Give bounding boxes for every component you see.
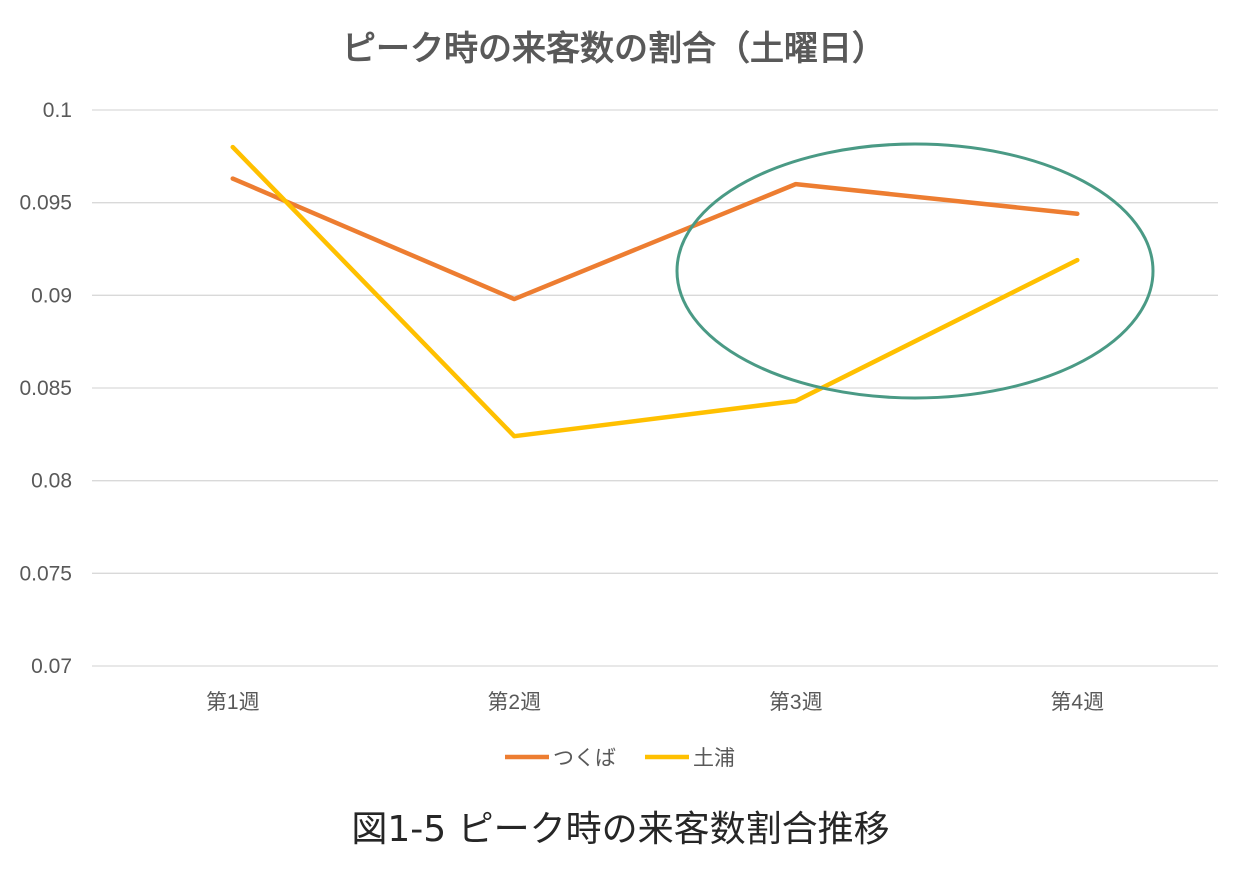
y-tick-label: 0.085	[19, 377, 72, 400]
legend-label: つくば	[553, 746, 616, 770]
x-tick-label: 第3週	[769, 691, 823, 714]
series-line-1	[230, 144, 1080, 439]
x-tick-label: 第1週	[206, 691, 260, 714]
data-point	[793, 182, 798, 187]
legend-label: 土浦	[693, 746, 735, 770]
data-point	[512, 297, 517, 302]
legend: つくば 土浦	[505, 746, 735, 770]
figure-caption: 図1-5 ピーク時の来客数割合推移	[351, 809, 890, 850]
y-tick-label: 0.075	[19, 562, 72, 585]
y-tick-label: 0.08	[31, 470, 72, 493]
y-tick-label: 0.07	[31, 655, 72, 678]
x-tick-label: 第2週	[487, 691, 541, 714]
data-point	[512, 434, 517, 439]
data-point	[230, 176, 235, 181]
x-axis-ticks: 第1週 第2週 第3週 第4週	[206, 691, 1104, 714]
series-lines	[230, 144, 1080, 439]
y-tick-label: 0.095	[19, 192, 72, 215]
gridlines	[92, 109, 1218, 667]
y-axis-ticks: 0.07 0.075 0.08 0.085 0.09 0.095 0.1	[19, 99, 72, 678]
chart-title: ピーク時の来客数の割合（土曜日）	[342, 29, 886, 69]
series-line-0	[230, 176, 1080, 302]
data-point	[230, 145, 235, 150]
data-point	[793, 398, 798, 403]
data-point	[1075, 258, 1080, 263]
y-tick-label: 0.09	[31, 284, 72, 307]
highlight-ellipse	[675, 142, 1155, 400]
y-tick-label: 0.1	[43, 99, 72, 122]
data-point	[1075, 211, 1080, 216]
x-tick-label: 第4週	[1050, 691, 1104, 714]
line-chart: ピーク時の来客数の割合（土曜日） 0.070.0750.080.0850.090…	[19, 29, 1218, 770]
